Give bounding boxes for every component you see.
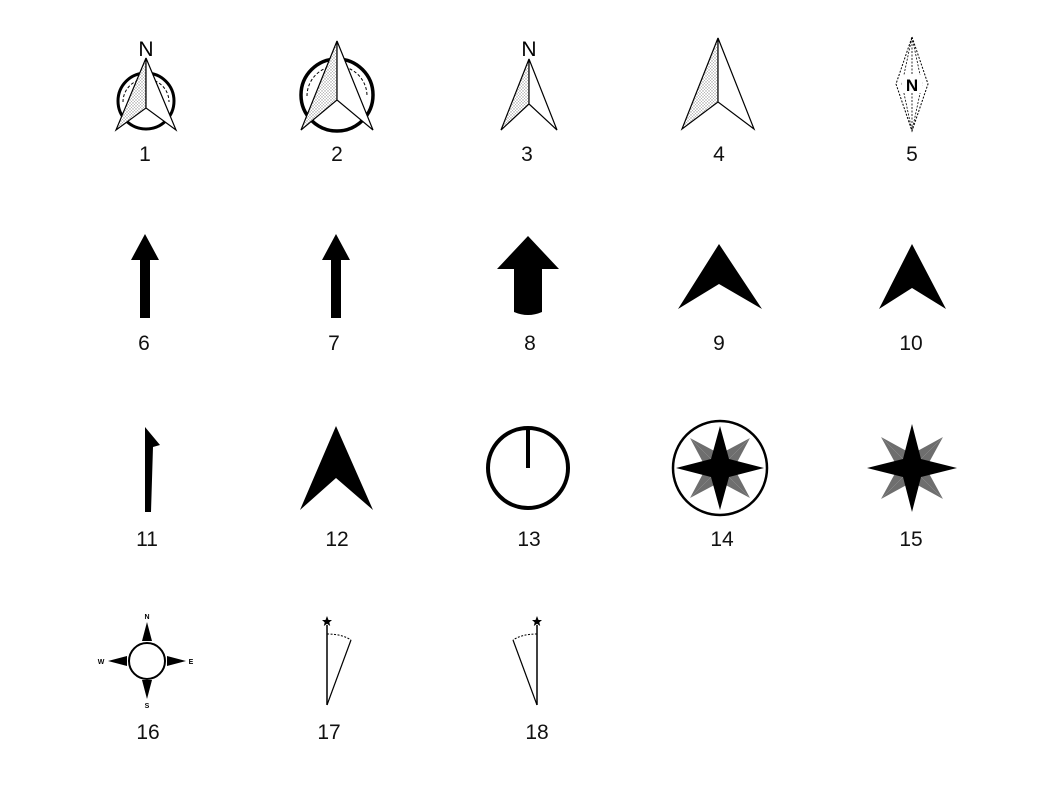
north-arrow-labeled-icon: N [500, 38, 558, 131]
north-arrow-thin-solid-icon [322, 234, 350, 318]
north-arrow-thin-solid-icon [131, 234, 159, 318]
south-letter: S [145, 703, 150, 710]
compass-rose-star-icon [867, 424, 957, 512]
arrow-number-label: 5 [906, 143, 918, 166]
north-arrow-thick-solid-icon [497, 236, 559, 315]
arrow-number-label: 14 [710, 528, 734, 551]
arrow-number-label: 3 [521, 143, 533, 166]
compass-cardinal-points-icon: N E S W [98, 614, 194, 710]
arrow-number-label: 15 [899, 528, 922, 551]
arrow-number-label: 18 [525, 721, 548, 744]
arrow-number-label: 10 [899, 332, 922, 355]
north-arrow-half-shaded-icon [680, 37, 756, 131]
north-letter: N [144, 614, 149, 621]
true-north-declination-icon [322, 616, 352, 706]
star-icon [322, 616, 332, 626]
north-letter: N [906, 76, 918, 95]
arrow-number-label: 1 [139, 143, 151, 166]
north-flag-line-icon [145, 427, 160, 512]
arrow-number-label: 6 [138, 332, 150, 355]
west-letter: W [98, 659, 105, 666]
north-chevron-solid-icon [879, 244, 946, 309]
north-letter: N [521, 38, 536, 61]
arrow-number-label: 17 [317, 721, 340, 744]
arrow-number-label: 12 [325, 528, 348, 551]
arrow-number-label: 4 [713, 143, 725, 166]
north-letter: N [138, 38, 153, 61]
arrow-number-label: 16 [136, 721, 159, 744]
north-arrowhead-solid-icon [300, 426, 373, 510]
arrow-number-label: 7 [328, 332, 340, 355]
north-arrow-circle-icon [299, 40, 375, 133]
north-circle-needle-icon [486, 426, 570, 510]
arrow-number-label: 2 [331, 143, 343, 166]
true-north-declination-icon [512, 616, 542, 706]
arrow-number-label: 13 [517, 528, 540, 551]
north-arrow-circle-labeled-icon: N [114, 38, 178, 132]
arrow-number-label: 8 [524, 332, 536, 355]
east-letter: E [189, 659, 194, 666]
compass-rose-circle-icon [671, 419, 769, 517]
arrow-number-label: 11 [136, 528, 158, 551]
north-diamond-compass-icon: N [895, 35, 929, 133]
arrow-number-label: 9 [713, 332, 725, 355]
north-chevron-solid-icon [678, 244, 762, 309]
star-icon [532, 616, 542, 626]
